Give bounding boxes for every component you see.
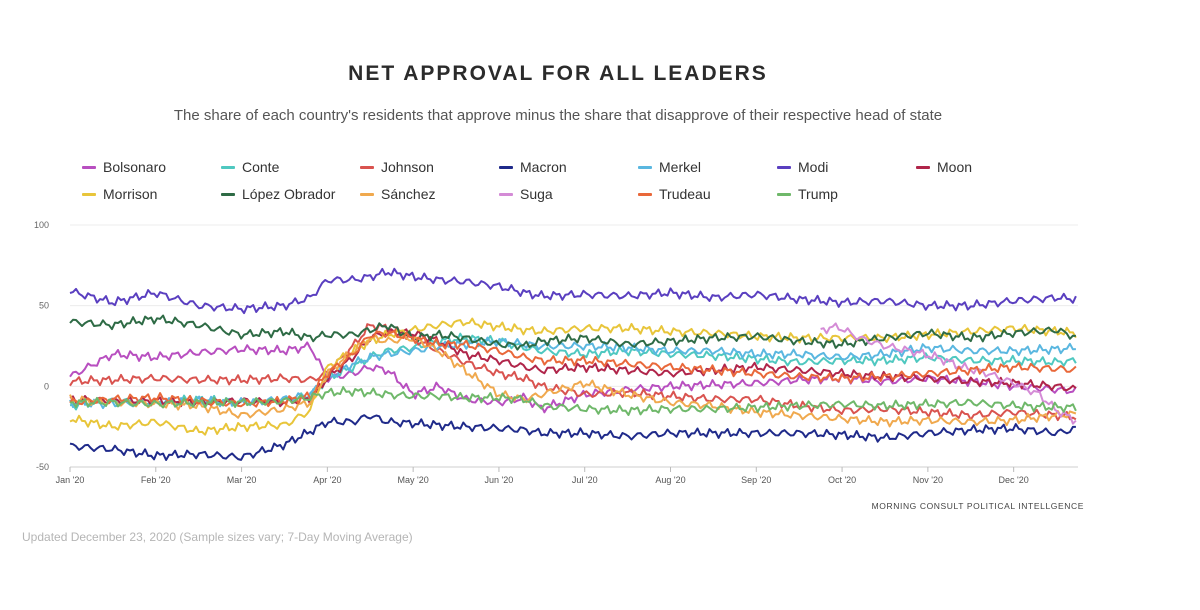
legend-swatch bbox=[499, 192, 513, 196]
legend-label: López Obrador bbox=[242, 186, 336, 202]
y-axis-ticks: 100 50 0 -50 bbox=[34, 220, 49, 472]
legend-label: Conte bbox=[242, 159, 280, 175]
series-line-trudeau[interactable] bbox=[69, 329, 1077, 408]
y-tick-label: -50 bbox=[36, 462, 49, 472]
legend-label: Macron bbox=[520, 159, 567, 175]
x-tick-label: Aug '20 bbox=[655, 475, 685, 485]
x-tick-label: Nov '20 bbox=[913, 475, 943, 485]
chart-legend: Bolsonaro Conte Johnson Macron Merkel Modi Moo… bbox=[82, 158, 1042, 203]
legend-item-lopez-obrador[interactable]: López Obrador bbox=[221, 185, 360, 203]
x-tick-label: Mar '20 bbox=[227, 475, 257, 485]
legend-swatch bbox=[638, 192, 652, 196]
source-credit: MORNING CONSULT POLITICAL INTELLGENCE bbox=[871, 501, 1084, 511]
legend-label: Bolsonaro bbox=[103, 159, 167, 175]
legend-swatch bbox=[221, 192, 235, 196]
x-tick-label: Oct '20 bbox=[828, 475, 856, 485]
series-line-sanchez[interactable] bbox=[69, 334, 1077, 428]
legend-label: Modi bbox=[798, 159, 829, 175]
legend-item-johnson[interactable]: Johnson bbox=[360, 158, 499, 176]
series-line-lopez-obrador[interactable] bbox=[69, 314, 1076, 351]
x-tick-label: Jul '20 bbox=[572, 475, 598, 485]
updated-note: Updated December 23, 2020 (Sample sizes … bbox=[22, 530, 413, 544]
legend-item-morrison[interactable]: Morrison bbox=[82, 185, 221, 203]
legend-item-macron[interactable]: Macron bbox=[499, 158, 638, 176]
x-tick-label: Apr '20 bbox=[313, 475, 341, 485]
grid-lines bbox=[70, 224, 1078, 468]
series-line-johnson[interactable] bbox=[69, 323, 1077, 422]
series-line-modi[interactable] bbox=[69, 267, 1077, 315]
x-tick-label: May '20 bbox=[398, 475, 429, 485]
x-tick-label: Sep '20 bbox=[741, 475, 771, 485]
legend-item-bolsonaro[interactable]: Bolsonaro bbox=[82, 158, 221, 176]
legend-label: Trump bbox=[798, 186, 838, 202]
legend-label: Morrison bbox=[103, 186, 158, 202]
legend-swatch bbox=[638, 165, 652, 169]
series-line-morrison[interactable] bbox=[69, 317, 1077, 436]
legend-label: Trudeau bbox=[659, 186, 711, 202]
legend-item-moon[interactable]: Moon bbox=[916, 158, 1055, 176]
legend-label: Moon bbox=[937, 159, 973, 175]
series-line-bolsonaro[interactable] bbox=[69, 341, 1077, 414]
series-line-macron[interactable] bbox=[69, 414, 1076, 461]
legend-item-sanchez[interactable]: Sánchez bbox=[360, 185, 499, 203]
legend-item-suga[interactable]: Suga bbox=[499, 185, 638, 203]
legend-swatch bbox=[360, 165, 374, 169]
legend-swatch bbox=[221, 165, 235, 169]
legend-swatch bbox=[82, 165, 96, 169]
legend-swatch bbox=[360, 192, 374, 196]
series-line-trump[interactable] bbox=[69, 386, 1077, 416]
legend-swatch bbox=[777, 165, 791, 169]
legend-label: Sánchez bbox=[381, 186, 436, 202]
legend-label: Suga bbox=[520, 186, 553, 202]
legend-item-modi[interactable]: Modi bbox=[777, 158, 916, 176]
series-line-moon[interactable] bbox=[69, 328, 1077, 408]
chart-title: NET APPROVAL FOR ALL LEADERS bbox=[348, 62, 768, 85]
legend-label: Johnson bbox=[381, 159, 434, 175]
legend-item-conte[interactable]: Conte bbox=[221, 158, 360, 176]
x-tick-label: Jan '20 bbox=[56, 475, 85, 485]
legend-item-merkel[interactable]: Merkel bbox=[638, 158, 777, 176]
y-tick-label: 50 bbox=[39, 301, 49, 311]
x-tick-label: Jun '20 bbox=[485, 475, 514, 485]
legend-swatch bbox=[916, 165, 930, 169]
legend-item-trump[interactable]: Trump bbox=[777, 185, 916, 203]
y-tick-label: 0 bbox=[44, 381, 49, 391]
x-tick-label: Feb '20 bbox=[141, 475, 171, 485]
x-tick-label: Dec '20 bbox=[999, 475, 1029, 485]
legend-swatch bbox=[499, 165, 513, 169]
legend-swatch bbox=[82, 192, 96, 196]
x-axis-ticks: Jan '20 Feb '20 Mar '20 Apr '20 May '20 Jun '… bbox=[56, 467, 1029, 485]
legend-swatch bbox=[777, 192, 791, 196]
y-tick-label: 100 bbox=[34, 220, 49, 230]
series-lines bbox=[69, 267, 1077, 461]
series-line-suga[interactable] bbox=[820, 322, 1077, 425]
legend-label: Merkel bbox=[659, 159, 702, 175]
chart-subtitle: The share of each country's residents th… bbox=[173, 107, 943, 124]
legend-item-trudeau[interactable]: Trudeau bbox=[638, 185, 777, 203]
